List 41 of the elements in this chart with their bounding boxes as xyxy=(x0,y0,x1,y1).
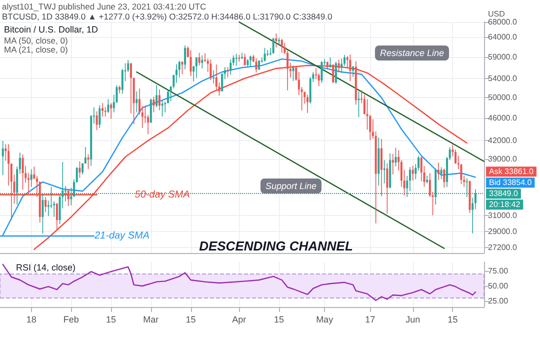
chart-title: Bitcoin / U.S. Dollar, 1D xyxy=(4,24,99,34)
y-tick-label: 27200.0 xyxy=(488,243,518,252)
x-tick-label: 15 xyxy=(106,314,116,324)
ref-line-label: 33849.0 xyxy=(489,189,518,198)
y-tick-label: 54000.0 xyxy=(488,74,518,84)
text: 20:18:42 xyxy=(489,200,521,210)
annotation: 21-day SMA xyxy=(93,230,150,242)
annotation: MA (21, close, 0) xyxy=(4,44,68,54)
chart-title: RSI (14, close) xyxy=(16,262,76,272)
y-tick-label: 50.00 xyxy=(488,282,509,290)
x-tick-label: 15 xyxy=(274,314,284,324)
annotation: Resistance Line xyxy=(380,48,444,58)
y-axis-title: USD xyxy=(488,10,506,19)
y-tick-label: 31000.0 xyxy=(488,210,518,220)
y-tick-label: 50000.0 xyxy=(488,93,518,102)
x-tick-label: 15 xyxy=(186,314,196,324)
text: Ask 33861.0 xyxy=(489,167,534,176)
x-tick-label: Apr xyxy=(232,314,246,324)
y-tick-label: 39000.0 xyxy=(488,154,518,164)
y-tick-label: 46000.0 xyxy=(488,114,518,123)
y-tick-label: 29000.0 xyxy=(488,227,518,236)
text: Bid 33854.0 xyxy=(489,178,532,188)
x-tick-label: 15 xyxy=(448,314,458,324)
x-tick-label: Mar xyxy=(143,314,159,324)
y-tick-label: 64000.0 xyxy=(488,32,518,42)
y-tick-label: 25.00 xyxy=(488,296,509,306)
annotation: MA (50, close, 0) xyxy=(4,36,68,46)
chart-subtitle: BTCUSD, 1D 33849.0 ▲ +1277.0 (+3.92%) O:32572.0 H:34486.0 L:31790.0 C:33849.0 xyxy=(2,12,332,22)
x-tick-label: 17 xyxy=(365,314,376,324)
y-tick-label: 59000.0 xyxy=(488,52,518,62)
y-tick-label: 75.00 xyxy=(488,266,509,276)
y-tick-label: 42000.0 xyxy=(488,136,518,146)
x-tick-label: Jun xyxy=(406,314,420,324)
annotation: 50-day SMA xyxy=(134,189,190,200)
x-tick-label: Feb xyxy=(63,314,79,324)
text: alyst101_TWJ published June 23, 2021 03:41:20 UTC xyxy=(2,2,206,12)
x-tick-label: May xyxy=(316,314,334,324)
annotation: Support Line xyxy=(265,181,317,191)
x-tick-label: 18 xyxy=(26,314,36,324)
y-tick-label: 68000.0 xyxy=(488,18,518,26)
annotation: DESCENDING CHANNEL xyxy=(199,238,353,254)
